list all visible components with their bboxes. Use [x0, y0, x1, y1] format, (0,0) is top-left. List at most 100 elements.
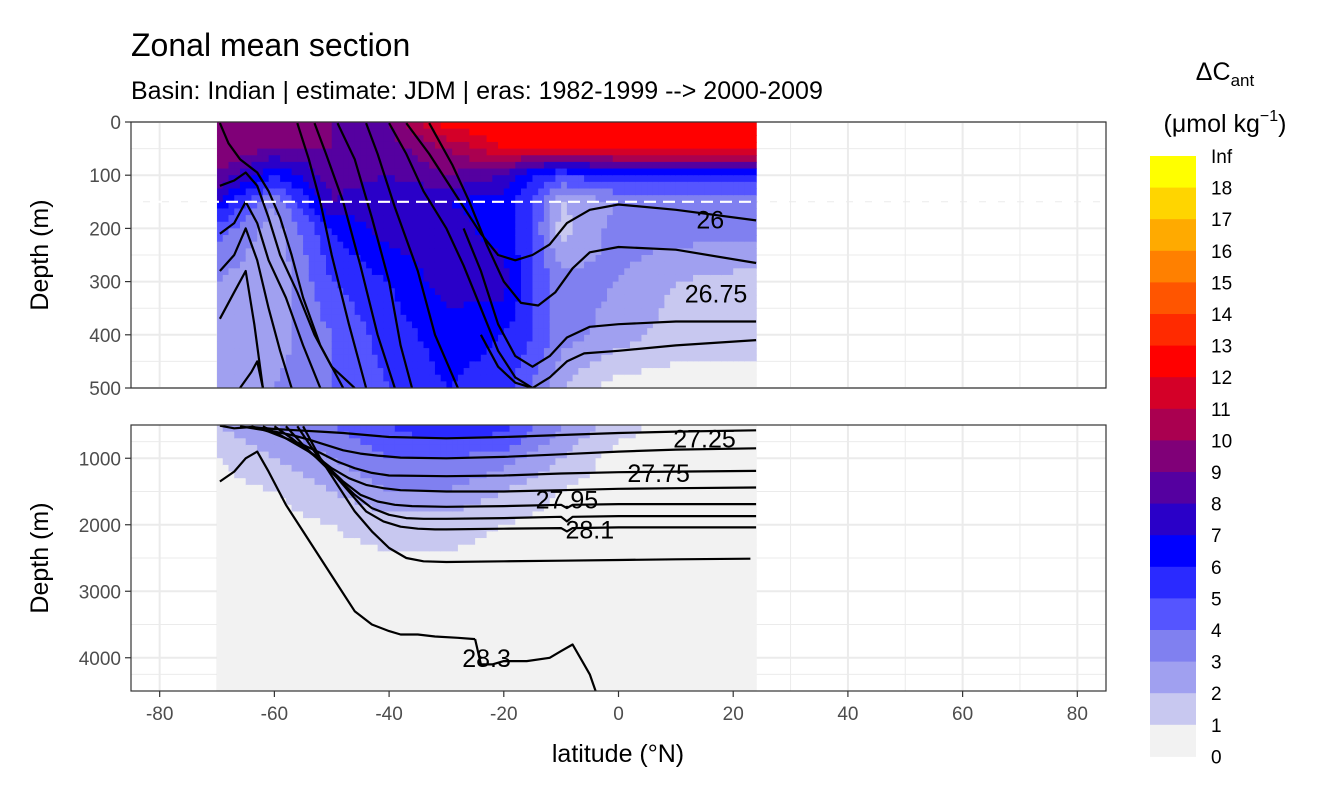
upper-fill-cell [739, 222, 745, 229]
upper-fill-cell [246, 315, 252, 322]
upper-fill-cell [217, 149, 223, 156]
upper-fill-cell [257, 208, 263, 215]
upper-fill-cell [619, 295, 625, 302]
upper-fill-cell [676, 328, 682, 335]
lower-fill-cell [229, 678, 235, 685]
upper-fill-cell [246, 149, 252, 156]
upper-fill-cell [469, 129, 475, 136]
upper-fill-cell [418, 228, 424, 235]
upper-fill-cell [309, 282, 315, 289]
lower-fill-cell [263, 432, 269, 439]
upper-fill-cell [389, 341, 395, 348]
upper-fill-cell [401, 129, 407, 136]
upper-fill-cell [596, 189, 602, 196]
upper-fill-cell [555, 162, 561, 169]
upper-fill-cell [596, 228, 602, 235]
upper-fill-cell [406, 282, 412, 289]
upper-fill-cell [320, 361, 326, 368]
upper-fill-cell [515, 268, 521, 275]
upper-fill-cell [424, 208, 430, 215]
upper-fill-cell [727, 162, 733, 169]
upper-fill-cell [257, 142, 263, 149]
upper-fill-cell [435, 375, 441, 382]
upper-fill-cell [452, 208, 458, 215]
upper-fill-cell [705, 175, 711, 182]
upper-fill-cell [561, 262, 567, 269]
lower-fill-cell [229, 638, 235, 645]
lower-fill-cell [286, 452, 292, 459]
lower-fill-cell [246, 525, 252, 532]
lower-fill-cell [337, 531, 343, 538]
upper-fill-cell [401, 189, 407, 196]
upper-fill-cell [464, 169, 470, 176]
upper-fill-cell [309, 129, 315, 136]
upper-fill-cell [521, 308, 527, 315]
upper-fill-cell [464, 135, 470, 142]
lower-fill-cell [292, 505, 298, 512]
upper-fill-cell [544, 122, 550, 129]
upper-fill-cell [269, 208, 275, 215]
upper-fill-cell [315, 235, 321, 242]
upper-fill-cell [601, 275, 607, 282]
lower-fill-cell [286, 518, 292, 525]
lower-fill-cell [337, 618, 343, 625]
lower-fill-cell [257, 631, 263, 638]
upper-fill-cell [705, 335, 711, 342]
lower-fill-cell [320, 531, 326, 538]
upper-fill-cell [607, 302, 613, 309]
lower-fill-cell [280, 478, 286, 485]
upper-fill-cell [401, 262, 407, 269]
upper-fill-cell [676, 169, 682, 176]
upper-fill-cell [372, 288, 378, 295]
upper-fill-cell [693, 169, 699, 176]
upper-fill-cell [636, 315, 642, 322]
lower-fill-cell [269, 445, 275, 452]
lower-fill-cell [292, 472, 298, 479]
upper-fill-cell [550, 282, 556, 289]
lower-fill-cell [343, 585, 349, 592]
upper-fill-cell [446, 315, 452, 322]
upper-fill-cell [366, 142, 372, 149]
lower-fill-cell [332, 651, 338, 658]
upper-fill-cell [641, 235, 647, 242]
upper-fill-cell [584, 262, 590, 269]
lower-fill-cell [320, 505, 326, 512]
upper-fill-cell [727, 262, 733, 269]
upper-fill-cell [343, 122, 349, 129]
upper-fill-cell [487, 195, 493, 202]
upper-fill-cell [389, 208, 395, 215]
upper-fill-cell [269, 275, 275, 282]
upper-fill-cell [515, 368, 521, 375]
upper-fill-cell [223, 295, 229, 302]
lower-fill-cell [292, 671, 298, 678]
upper-fill-cell [670, 335, 676, 342]
upper-fill-cell [630, 228, 636, 235]
lower-fill-cell [257, 538, 263, 545]
lower-fill-cell [246, 458, 252, 465]
upper-fill-cell [613, 162, 619, 169]
upper-fill-cell [693, 162, 699, 169]
upper-fill-cell [366, 182, 372, 189]
upper-fill-cell [337, 149, 343, 156]
upper-fill-cell [217, 368, 223, 375]
upper-fill-cell [745, 248, 751, 255]
upper-fill-cell [619, 288, 625, 295]
upper-fill-cell [481, 368, 487, 375]
upper-fill-cell [596, 328, 602, 335]
upper-fill-cell [315, 208, 321, 215]
lower-fill-cell [240, 538, 246, 545]
upper-fill-cell [693, 149, 699, 156]
lower-fill-cell [309, 485, 315, 492]
upper-fill-cell [424, 175, 430, 182]
upper-fill-cell [653, 328, 659, 335]
upper-fill-cell [630, 222, 636, 229]
upper-fill-cell [257, 308, 263, 315]
lower-fill-cell [234, 492, 240, 499]
upper-fill-cell [601, 268, 607, 275]
upper-fill-cell [613, 155, 619, 162]
upper-fill-cell [567, 288, 573, 295]
upper-fill-cell [332, 222, 338, 229]
upper-fill-cell [727, 175, 733, 182]
upper-fill-cell [573, 242, 579, 249]
lower-fill-cell [343, 578, 349, 585]
